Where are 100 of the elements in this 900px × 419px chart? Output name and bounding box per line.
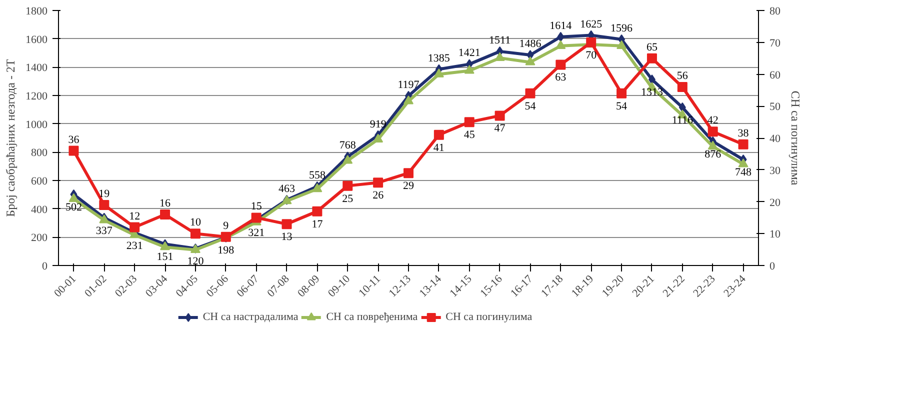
y-tick-label: 1400: [26, 62, 48, 74]
data-label: 9: [223, 220, 230, 232]
point: [556, 60, 566, 70]
point: [494, 52, 505, 62]
point: [68, 193, 79, 202]
point: [648, 74, 656, 84]
data-label: 337: [96, 224, 113, 237]
y2-tick-label: 30: [770, 164, 781, 177]
point: [464, 117, 474, 128]
data-label: 1385: [428, 52, 450, 64]
point: [434, 68, 444, 78]
data-label: 1486: [519, 38, 542, 50]
point: [373, 134, 384, 143]
data-label: 70: [586, 49, 598, 62]
point: [708, 140, 718, 150]
y-tick-label: 800: [31, 147, 48, 160]
point: [404, 168, 414, 178]
point: [68, 146, 79, 156]
y-tick-label: 0: [42, 260, 48, 272]
point: [434, 130, 444, 140]
y-tick-label: 1600: [26, 34, 48, 46]
point: [525, 88, 536, 98]
data-label: 29: [403, 180, 414, 192]
point: [99, 200, 110, 210]
point: [251, 212, 262, 223]
y2-tick-label: 40: [770, 133, 781, 145]
y2-tick-label: 60: [770, 69, 781, 82]
point: [616, 40, 627, 50]
y2-tick-label: 80: [770, 6, 781, 18]
data-label: 13: [281, 231, 293, 244]
y-tick-label: 400: [31, 204, 48, 216]
data-label: 12: [129, 210, 140, 222]
data-label: 36: [68, 134, 80, 146]
data-label: 1614: [550, 20, 572, 32]
point: [646, 53, 657, 64]
point: [312, 206, 322, 216]
data-label: 19: [98, 188, 110, 200]
point: [190, 228, 200, 239]
data-label: 54: [616, 100, 628, 112]
data-label: 876: [704, 148, 722, 160]
data-label: 1511: [489, 34, 511, 46]
point: [738, 158, 748, 168]
y2-tick-label: 70: [770, 37, 781, 50]
data-label: 45: [464, 129, 476, 142]
data-label: 47: [494, 122, 506, 135]
y-axis-title: Број саобраћајних незгода - 2Т: [4, 58, 18, 217]
point: [708, 126, 718, 137]
y-tick-label: 200: [31, 232, 48, 244]
point: [525, 56, 536, 66]
data-label: 1197: [398, 78, 420, 91]
y2-tick-label: 0: [770, 260, 776, 272]
point: [404, 95, 414, 104]
data-label: 1625: [580, 18, 603, 30]
y-tick-label: 1200: [26, 90, 48, 102]
legend-label: СН са погинулима: [446, 311, 532, 323]
data-label: 768: [339, 140, 356, 152]
data-label: 231: [126, 240, 143, 252]
point: [678, 102, 686, 112]
data-label: 15: [250, 200, 262, 213]
point: [494, 110, 505, 121]
point: [556, 40, 566, 50]
data-label: 41: [433, 142, 444, 154]
data-label: 748: [735, 166, 752, 179]
data-label: 502: [65, 201, 82, 214]
data-label: 25: [342, 192, 354, 205]
y-tick-label: 1000: [26, 118, 48, 131]
data-label: 1421: [458, 47, 480, 60]
point: [464, 65, 474, 74]
point: [342, 180, 353, 191]
legend-label: СН са повређенима: [326, 311, 418, 323]
data-label: 56: [676, 70, 688, 82]
y2-tick-label: 20: [770, 196, 781, 209]
y2-axis-title: СН са погинулима: [788, 90, 802, 186]
y2-tick-label: 50: [770, 101, 781, 114]
legend-label: СН са настрадалима: [202, 311, 298, 323]
data-label: 151: [156, 251, 174, 264]
data-label: 65: [646, 41, 658, 54]
point: [160, 210, 170, 220]
data-label: 463: [278, 182, 296, 195]
data-label: 321: [248, 227, 265, 240]
point: [616, 88, 627, 98]
point: [738, 139, 748, 150]
point: [557, 32, 564, 42]
data-label: 38: [738, 127, 750, 140]
point: [130, 222, 140, 232]
data-label: 17: [312, 218, 324, 230]
data-label: 558: [308, 169, 326, 182]
y2-tick-label: 10: [770, 228, 781, 241]
data-label: 10: [190, 216, 202, 229]
y-tick-label: 600: [31, 176, 48, 188]
data-label: 26: [372, 190, 384, 202]
data-label: 120: [187, 256, 204, 268]
data-label: 919: [370, 118, 387, 130]
point: [677, 82, 688, 92]
data-label: 16: [160, 198, 172, 210]
point: [373, 178, 384, 188]
point: [342, 154, 353, 164]
data-label: 1596: [610, 22, 634, 34]
data-label: 54: [524, 100, 536, 112]
point: [282, 219, 292, 230]
